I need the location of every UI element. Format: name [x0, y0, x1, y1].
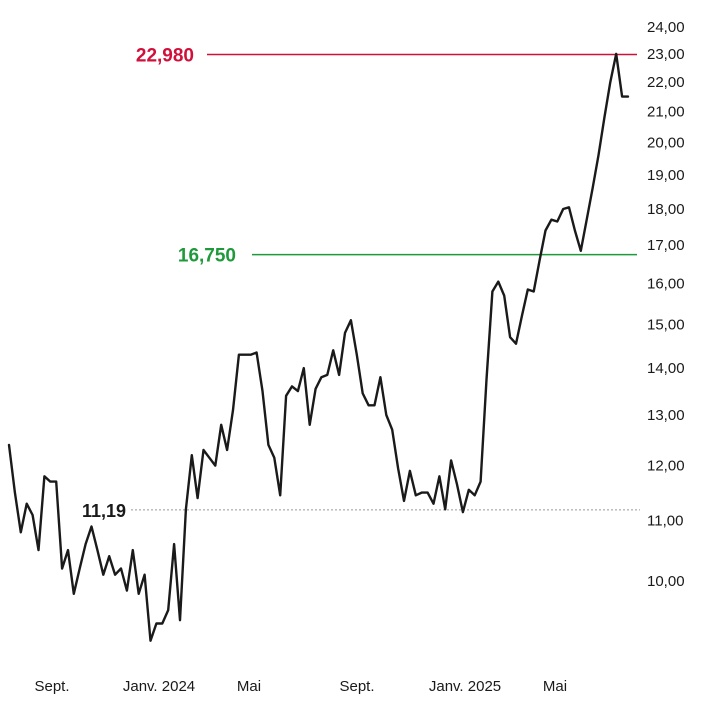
x-tick-label: Mai [237, 678, 261, 695]
reference-line-label: 22,980 [136, 45, 194, 66]
reference-line-label: 11,19 [82, 501, 126, 521]
x-axis-tick-labels: Sept. Janv. 2024 Mai Sept. Janv. 2025 Mai [34, 678, 567, 695]
y-axis-tick-labels: 24,00 23,00 22,00 21,00 20,00 19,00 18,00 17,00… [647, 19, 685, 590]
price-series [7, 52, 630, 642]
series-line [7, 52, 630, 642]
y-tick-label: 23,00 [647, 46, 685, 63]
y-tick-label: 12,00 [647, 458, 685, 475]
reference-lines: 22,980 16,750 11,19 [82, 45, 640, 521]
y-tick-label: 11,00 [647, 513, 683, 530]
x-tick-label: Sept. [339, 678, 374, 695]
y-tick-label: 22,00 [647, 74, 685, 91]
y-tick-label: 21,00 [647, 103, 685, 120]
y-tick-label: 14,00 [647, 360, 685, 377]
y-tick-label: 20,00 [647, 134, 685, 151]
x-tick-label: Sept. [34, 678, 69, 695]
x-tick-label: Janv. 2025 [429, 678, 501, 695]
y-tick-label: 18,00 [647, 201, 685, 218]
y-tick-label: 24,00 [647, 19, 685, 36]
y-tick-label: 19,00 [647, 167, 685, 184]
y-tick-label: 17,00 [647, 237, 685, 254]
y-tick-label: 15,00 [647, 316, 685, 333]
reference-line-label: 16,750 [178, 246, 236, 267]
x-tick-label: Janv. 2024 [123, 678, 195, 695]
y-tick-label: 10,00 [647, 573, 685, 590]
x-tick-label: Mai [543, 678, 567, 695]
y-tick-label: 13,00 [647, 407, 685, 424]
y-tick-label: 16,00 [647, 276, 685, 293]
